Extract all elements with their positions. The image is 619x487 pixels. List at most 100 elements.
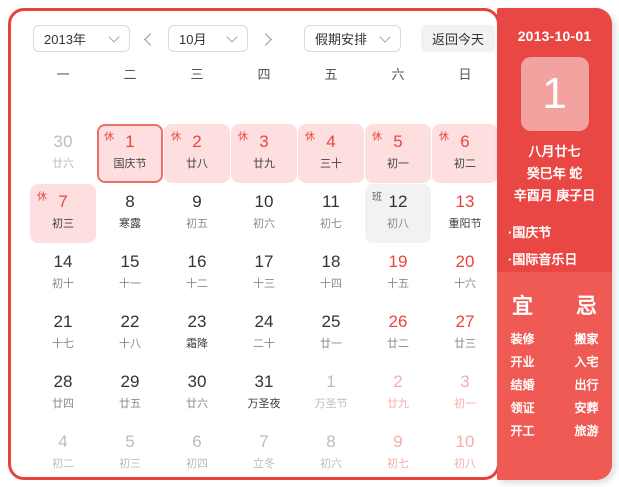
work-badge: 班: [372, 192, 382, 203]
calendar-cell[interactable]: 8 寒露: [97, 184, 163, 243]
calendar-cell[interactable]: 休 1 国庆节: [97, 124, 163, 183]
lunar-label: 寒露: [119, 218, 141, 230]
calendar-cell[interactable]: 4 初二: [30, 424, 96, 483]
festival-list: ·国庆节 ·国际音乐日: [497, 219, 612, 273]
year-select-value: 2013年: [44, 32, 86, 47]
day-number: 22: [120, 312, 140, 331]
calendar-cell[interactable]: 休 7 初三: [30, 184, 96, 243]
calendar-cell[interactable]: 休 3 廿九: [231, 124, 297, 183]
ji-list: 搬家 入宅 出行 安葬 旅游: [566, 328, 608, 443]
calendar-cell[interactable]: 31 万圣夜: [231, 364, 297, 423]
lunar-label: 万圣夜: [247, 398, 281, 410]
day-number: 20: [455, 252, 475, 271]
calendar-cell[interactable]: 7 立冬: [231, 424, 297, 483]
calendar-cell[interactable]: 1 万圣节: [298, 364, 364, 423]
calendar-cell[interactable]: 10 初八: [432, 424, 498, 483]
rest-badge: 休: [439, 132, 449, 143]
day-number: 25: [321, 312, 341, 331]
day-number: 28: [53, 372, 73, 391]
calendar-cell[interactable]: 2 廿九: [365, 364, 431, 423]
day-number: 27: [455, 312, 475, 331]
holiday-schedule-select[interactable]: 假期安排: [304, 25, 401, 52]
calendar-cell[interactable]: 30 廿六: [30, 124, 96, 183]
ganzhi-day: 辛酉月 庚子日: [513, 188, 596, 203]
day-number: 3: [259, 132, 269, 151]
lunar-label: 初二: [52, 458, 74, 470]
calendar-cell[interactable]: 11 初七: [298, 184, 364, 243]
calendar-cell[interactable]: 27 廿三: [432, 304, 498, 363]
lunar-label: 十四: [320, 278, 342, 290]
date-detail-panel: 2013-10-01 1 八月廿七 癸巳年 蛇 辛酉月 庚子日 ·国庆节 ·国际音…: [497, 8, 612, 480]
lunar-label: 初四: [186, 458, 208, 470]
calendar-cell[interactable]: 9 初七: [365, 424, 431, 483]
calendar-cell[interactable]: 10 初六: [231, 184, 297, 243]
day-number: 16: [187, 252, 207, 271]
calendar-cell[interactable]: 20 十六: [432, 244, 498, 303]
weekday-header: 三: [190, 67, 204, 82]
calendar-cell[interactable]: 16 十二: [164, 244, 230, 303]
calendar-cell[interactable]: 21 十七: [30, 304, 96, 363]
day-number: 15: [120, 252, 140, 271]
calendar-cell[interactable]: 17 十三: [231, 244, 297, 303]
month-select-value: 10月: [179, 32, 207, 47]
year-select[interactable]: 2013年: [33, 25, 130, 52]
lunar-label: 初六: [320, 458, 342, 470]
festival-item: ·国庆节: [508, 225, 552, 240]
calendar-cell[interactable]: 8 初六: [298, 424, 364, 483]
calendar-cell[interactable]: 5 初三: [97, 424, 163, 483]
calendar-cell[interactable]: 22 十八: [97, 304, 163, 363]
calendar-cell[interactable]: 13 重阳节: [432, 184, 498, 243]
calendar-cell[interactable]: 23 霜降: [164, 304, 230, 363]
calendar-cell[interactable]: 3 初一: [432, 364, 498, 423]
calendar-cell[interactable]: 休 6 初二: [432, 124, 498, 183]
calendar-cell[interactable]: 29 廿五: [97, 364, 163, 423]
weekday-header: 四: [257, 67, 271, 82]
next-month-button[interactable]: [258, 30, 276, 48]
lunar-label: 重阳节: [448, 218, 482, 230]
calendar-cell[interactable]: 15 十一: [97, 244, 163, 303]
yi-item: 开工: [510, 424, 535, 438]
calendar-cell[interactable]: 休 4 三十: [298, 124, 364, 183]
lunar-label: 初七: [320, 218, 342, 230]
day-number: 24: [254, 312, 274, 331]
calendar-cell[interactable]: 19 十五: [365, 244, 431, 303]
rest-badge: 休: [104, 132, 114, 143]
prev-month-button[interactable]: [140, 30, 158, 48]
yi-ji-section: 宜 装修 开业 结婚 领证 开工 忌 搬家 入宅 出行 安葬 旅游: [497, 272, 612, 480]
lunar-label: 初一: [387, 158, 409, 170]
month-select[interactable]: 10月: [168, 25, 248, 52]
calendar-cell[interactable]: 30 廿六: [164, 364, 230, 423]
day-number: 10: [455, 432, 475, 451]
lunar-label: 初八: [387, 218, 409, 230]
calendar-cell[interactable]: 25 廿一: [298, 304, 364, 363]
lunar-label: 十一: [119, 278, 141, 290]
calendar-cell[interactable]: 14 初十: [30, 244, 96, 303]
calendar-cell[interactable]: 26 廿二: [365, 304, 431, 363]
ji-item: 出行: [574, 378, 599, 392]
day-number: 4: [58, 432, 68, 451]
calendar-cell[interactable]: 6 初四: [164, 424, 230, 483]
weekday-header: 五: [324, 67, 338, 82]
calendar-cell[interactable]: 休 5 初一: [365, 124, 431, 183]
calendar-grid: 一二三四五六日 30 廿六休 1 国庆节休 2 廿八休 3 廿九休 4 三十休 5 初一休 6 初二休 7 初三…: [30, 64, 498, 483]
day-number: 7: [259, 432, 269, 451]
calendar-cell[interactable]: 18 十四: [298, 244, 364, 303]
calendar-cell[interactable]: 班 12 初八: [365, 184, 431, 243]
lunar-label: 十三: [253, 278, 275, 290]
calendar-cell[interactable]: 9 初五: [164, 184, 230, 243]
back-to-today-button[interactable]: 返回今天: [421, 25, 496, 52]
lunar-date: 八月廿七: [528, 144, 581, 159]
day-number: 12: [388, 192, 408, 211]
rest-badge: 休: [372, 132, 382, 143]
day-number: 5: [393, 132, 403, 151]
chevron-down-icon: [380, 34, 390, 44]
day-number: 23: [187, 312, 207, 331]
day-number: 26: [388, 312, 408, 331]
lunar-label: 初五: [186, 218, 208, 230]
day-number: 13: [455, 192, 475, 211]
calendar-cell[interactable]: 休 2 廿八: [164, 124, 230, 183]
calendar-cell[interactable]: 24 二十: [231, 304, 297, 363]
lunar-label: 初十: [52, 278, 74, 290]
day-number: 30: [187, 372, 207, 391]
calendar-cell[interactable]: 28 廿四: [30, 364, 96, 423]
